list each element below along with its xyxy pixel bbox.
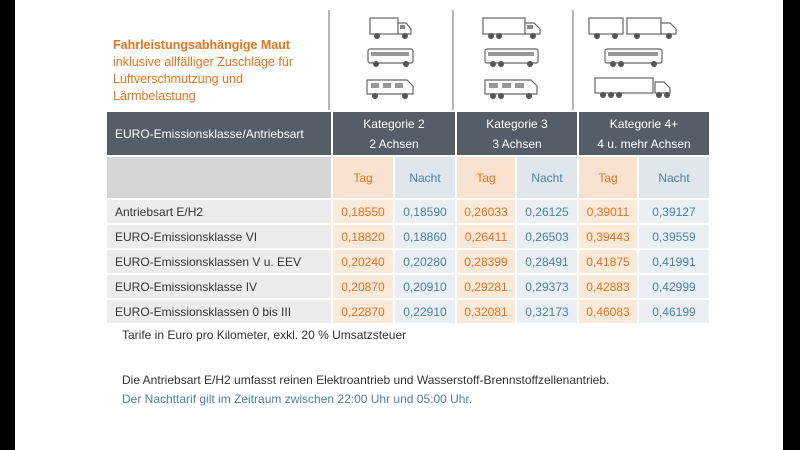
category-4-header: Kategorie 4+ 4 u. mehr Achsen <box>577 112 709 155</box>
category-3-header: Kategorie 3 3 Achsen <box>455 112 577 155</box>
toll-table: EURO-Emissionsklasse/Antriebsart Kategor… <box>107 112 709 323</box>
nacht-value: 0,46199 <box>637 298 709 323</box>
table-row: EURO-Emissionsklasse VI 0,18820 0,18860 … <box>107 223 709 248</box>
category-2-icons <box>332 14 450 106</box>
nacht-note: Der Nachttarif gilt im Zeitraum zwischen… <box>122 392 473 406</box>
coach-icon <box>604 48 663 67</box>
category-axles: 4 u. mehr Achsen <box>597 136 691 151</box>
tag-value: 0,29281 <box>455 273 515 298</box>
bus-icon <box>484 48 539 67</box>
nacht-value: 0,26125 <box>515 198 577 223</box>
nacht-value: 0,42999 <box>637 273 709 298</box>
tag-value: 0,18820 <box>331 223 393 248</box>
category-axles: 2 Achsen <box>369 136 419 151</box>
category-2-header: Kategorie 2 2 Achsen <box>331 112 455 155</box>
tag-value: 0,20240 <box>331 248 393 273</box>
row-label: EURO-Emissionsklassen 0 bis III <box>107 298 331 323</box>
antrieb-note: Die Antriebsart E/H2 umfasst reinen Elek… <box>122 373 610 387</box>
tag-value: 0,42883 <box>577 273 637 298</box>
heading-line-2: Luftverschmutzung und <box>113 72 243 86</box>
nacht-label: Nacht <box>393 155 455 198</box>
tag-value: 0,22870 <box>331 298 393 323</box>
tag-value: 0,39443 <box>577 223 637 248</box>
page: Fahrleistungsabhängige Maut inklusive al… <box>15 0 783 450</box>
motorhome-icon <box>366 79 414 99</box>
nacht-value: 0,32173 <box>515 298 577 323</box>
tag-value: 0,18550 <box>331 198 393 223</box>
tag-value: 0,41875 <box>577 248 637 273</box>
tag-value: 0,39011 <box>577 198 637 223</box>
tag-value: 0,20870 <box>331 273 393 298</box>
motorhome-icon <box>484 79 538 99</box>
nacht-label: Nacht <box>515 155 577 198</box>
nacht-value: 0,20910 <box>393 273 455 298</box>
category-name: Kategorie 2 <box>363 116 425 131</box>
table-row: EURO-Emissionsklasse IV 0,20870 0,20910 … <box>107 273 709 298</box>
truck-icon <box>369 17 412 39</box>
column-separator <box>452 10 454 110</box>
table-row: EURO-Emissionsklassen V u. EEV 0,20240 0… <box>107 248 709 273</box>
heading-line-3: Lärmbelastung <box>113 89 196 103</box>
nacht-value: 0,39127 <box>637 198 709 223</box>
heading-title: Fahrleistungsabhängige Maut <box>113 38 291 52</box>
category-4-icons <box>575 14 693 106</box>
table-row: EURO-Emissionsklassen 0 bis III 0,22870 … <box>107 298 709 323</box>
table-subheader-row: Tag Nacht Tag Nacht Tag Nacht <box>107 155 709 198</box>
truck-icon <box>482 17 541 39</box>
nacht-value: 0,28491 <box>515 248 577 273</box>
nacht-value: 0,26503 <box>515 223 577 248</box>
tag-value: 0,46083 <box>577 298 637 323</box>
subheader-empty <box>107 155 331 198</box>
row-label: Antriebsart E/H2 <box>107 198 331 223</box>
category-axles: 3 Achsen <box>492 136 542 151</box>
row-label: EURO-Emissionsklasse VI <box>107 223 331 248</box>
heading-line-1: inklusive allfälliger Zuschläge für <box>113 55 293 69</box>
table-row: Antriebsart E/H2 0,18550 0,18590 0,26033… <box>107 198 709 223</box>
row-label: EURO-Emissionsklasse IV <box>107 273 331 298</box>
tag-value: 0,26411 <box>455 223 515 248</box>
row-label: EURO-Emissionsklassen V u. EEV <box>107 248 331 273</box>
category-name: Kategorie 4+ <box>609 116 679 131</box>
nacht-value: 0,18590 <box>393 198 455 223</box>
tarif-note: Tarife in Euro pro Kilometer, exkl. 20 %… <box>122 328 407 342</box>
nacht-label: Nacht <box>637 155 709 198</box>
tag-value: 0,32081 <box>455 298 515 323</box>
nacht-value: 0,29373 <box>515 273 577 298</box>
nacht-value: 0,18860 <box>393 223 455 248</box>
column-separator <box>572 10 574 110</box>
tag-label: Tag <box>577 155 637 198</box>
column-header-label: EURO-Emissionsklasse/Antriebsart <box>107 112 331 155</box>
tag-label: Tag <box>331 155 393 198</box>
table-header-row: EURO-Emissionsklasse/Antriebsart Kategor… <box>107 112 709 155</box>
semi-trailer-icon <box>594 77 671 98</box>
nacht-value: 0,41991 <box>637 248 709 273</box>
tag-label: Tag <box>455 155 515 198</box>
nacht-value: 0,20280 <box>393 248 455 273</box>
tag-value: 0,28399 <box>455 248 515 273</box>
category-name: Kategorie 3 <box>486 116 548 131</box>
tag-value: 0,26033 <box>455 198 515 223</box>
column-separator <box>328 10 330 110</box>
nacht-value: 0,22910 <box>393 298 455 323</box>
heading: Fahrleistungsabhängige Maut inklusive al… <box>113 37 328 105</box>
nacht-value: 0,39559 <box>637 223 709 248</box>
category-3-icons <box>453 14 571 106</box>
truck-trailer-icon <box>588 17 677 39</box>
bus-icon <box>367 48 414 67</box>
